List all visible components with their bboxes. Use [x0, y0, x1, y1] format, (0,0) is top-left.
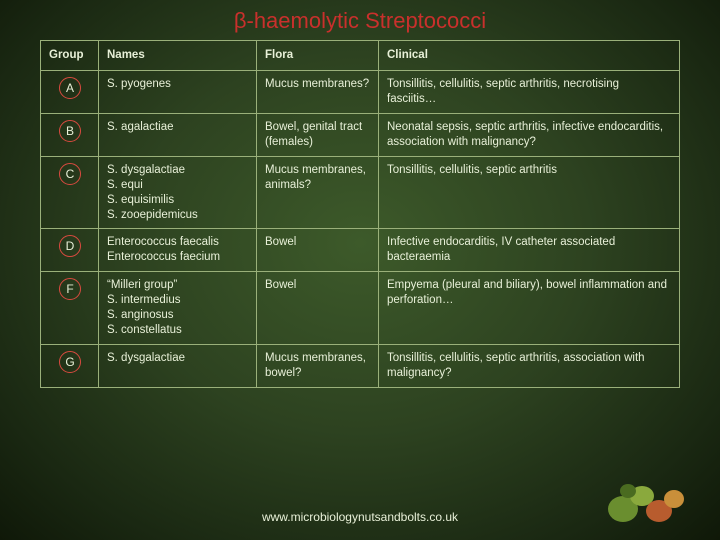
group-letter-circle: C: [59, 163, 81, 185]
cell-names: “Milleri group”S. intermediusS. anginosu…: [99, 272, 257, 345]
col-header-flora: Flora: [257, 41, 379, 71]
page-title: β-haemolytic Streptococci: [0, 0, 720, 40]
table-row: F “Milleri group”S. intermediusS. anginos…: [41, 272, 680, 345]
cell-names: S. dysgalactiaeS. equiS. equisimilisS. z…: [99, 156, 257, 229]
decor-blob: [620, 484, 636, 498]
cell-flora: Bowel, genital tract (females): [257, 113, 379, 156]
cell-names: S. agalactiae: [99, 113, 257, 156]
cell-flora: Bowel: [257, 272, 379, 345]
col-header-names: Names: [99, 41, 257, 71]
cell-clinical: Tonsillitis, cellulitis, septic arthriti…: [379, 156, 680, 229]
cell-group: F: [41, 272, 99, 345]
cell-clinical: Tonsillitis, cellulitis, septic arthriti…: [379, 345, 680, 388]
cell-group: G: [41, 345, 99, 388]
cell-clinical: Tonsillitis, cellulitis, septic arthriti…: [379, 70, 680, 113]
corner-decoration: [600, 482, 690, 532]
col-header-group: Group: [41, 41, 99, 71]
cell-clinical: Neonatal sepsis, septic arthritis, infec…: [379, 113, 680, 156]
cell-group: B: [41, 113, 99, 156]
cell-clinical: Infective endocarditis, IV catheter asso…: [379, 229, 680, 272]
cell-flora: Mucus membranes?: [257, 70, 379, 113]
decor-blob: [664, 490, 684, 508]
cell-flora: Mucus membranes, bowel?: [257, 345, 379, 388]
table-row: B S. agalactiaeBowel, genital tract (fema…: [41, 113, 680, 156]
strep-table: Group Names Flora Clinical AS. pyogenesM…: [40, 40, 680, 388]
col-header-clinical: Clinical: [379, 41, 680, 71]
cell-names: S. pyogenes: [99, 70, 257, 113]
group-letter-circle: G: [59, 351, 81, 373]
table-container: Group Names Flora Clinical AS. pyogenesM…: [40, 40, 680, 388]
table-row: D Enterococcus faecalisEnterococcus faeci…: [41, 229, 680, 272]
table-header-row: Group Names Flora Clinical: [41, 41, 680, 71]
cell-flora: Bowel: [257, 229, 379, 272]
table-row: A S. pyogenesMucus membranes?Tonsillitis,…: [41, 70, 680, 113]
cell-group: A: [41, 70, 99, 113]
cell-names: Enterococcus faecalisEnterococcus faeciu…: [99, 229, 257, 272]
cell-flora: Mucus membranes, animals?: [257, 156, 379, 229]
group-letter-circle: A: [59, 77, 81, 99]
cell-clinical: Empyema (pleural and biliary), bowel inf…: [379, 272, 680, 345]
cell-group: D: [41, 229, 99, 272]
cell-group: C: [41, 156, 99, 229]
group-letter-circle: D: [59, 235, 81, 257]
group-letter-circle: F: [59, 278, 81, 300]
table-row: C S. dysgalactiaeS. equiS. equisimilisS. …: [41, 156, 680, 229]
group-letter-circle: B: [59, 120, 81, 142]
cell-names: S. dysgalactiae: [99, 345, 257, 388]
table-row: G S. dysgalactiaeMucus membranes, bowel?T…: [41, 345, 680, 388]
